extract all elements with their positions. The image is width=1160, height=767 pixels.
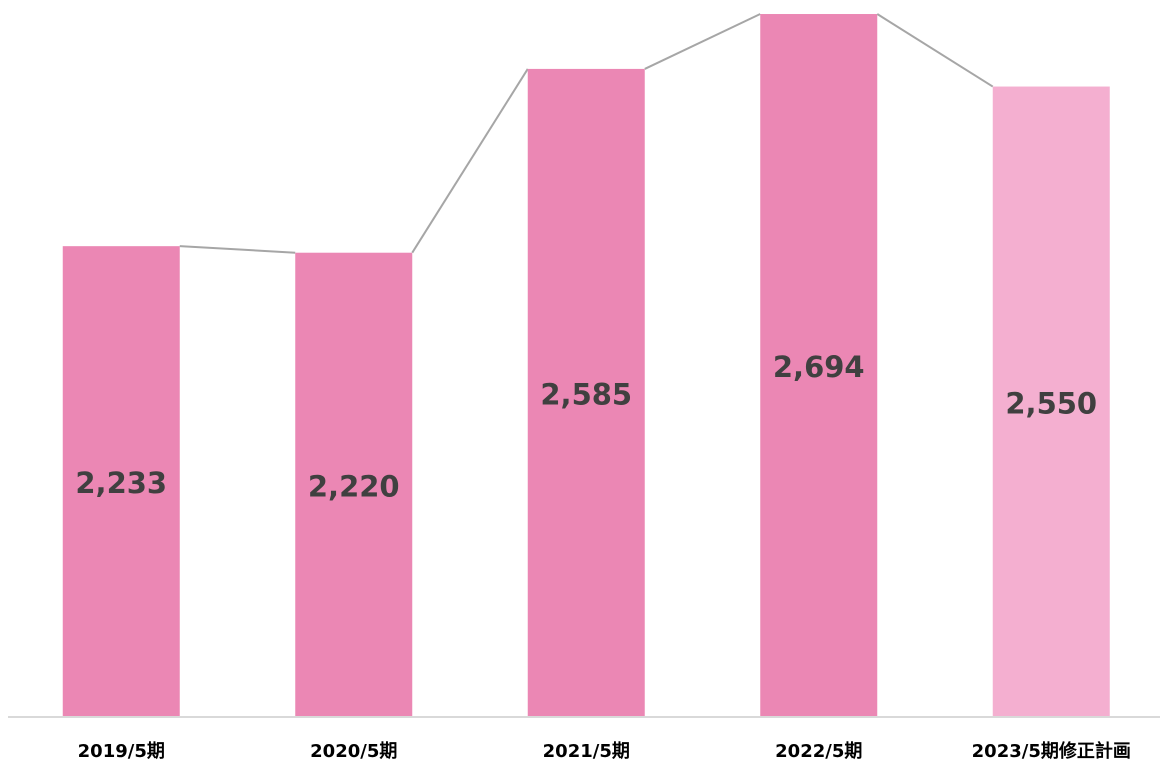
value-label: 2,585 [540, 377, 632, 411]
connector-line [179, 245, 296, 254]
value-label: 2,220 [308, 469, 400, 503]
bar [527, 68, 645, 717]
x-tick-label: 2020/5期 [310, 741, 397, 762]
value-label: 2,233 [75, 466, 167, 500]
x-tick-label: 2022/5期 [775, 741, 862, 762]
connector-line [644, 13, 761, 70]
bar [992, 86, 1110, 717]
x-tick-label: 2023/5期修正計画 [972, 740, 1131, 762]
value-label: 2,694 [773, 350, 865, 384]
bar [760, 14, 878, 717]
value-label: 2,550 [1005, 386, 1097, 420]
connector-line [411, 68, 529, 254]
connector-line [876, 13, 994, 88]
bar [295, 252, 413, 716]
x-tick-label: 2019/5期 [78, 741, 165, 762]
bar [62, 246, 180, 717]
x-tick-label: 2021/5期 [543, 741, 630, 762]
